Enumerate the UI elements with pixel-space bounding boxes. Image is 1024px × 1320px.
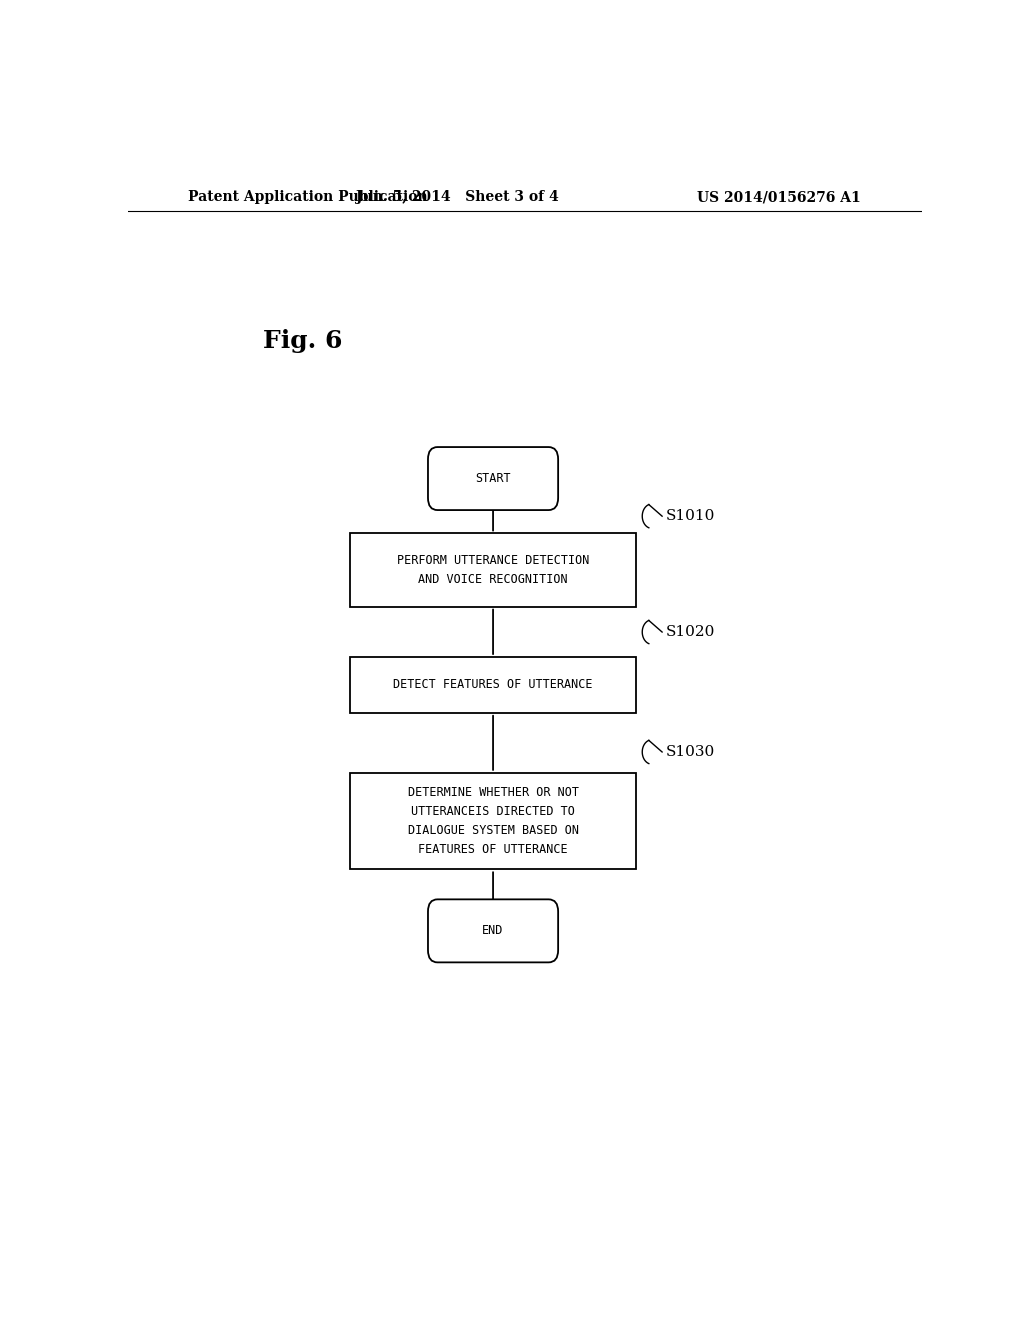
Text: Patent Application Publication: Patent Application Publication [187,190,427,205]
Text: START: START [475,473,511,484]
Text: Fig. 6: Fig. 6 [263,330,342,354]
Bar [350,533,636,607]
Text: PERFORM UTTERANCE DETECTION
AND VOICE RECOGNITION: PERFORM UTTERANCE DETECTION AND VOICE RE… [397,554,589,586]
Text: DETECT FEATURES OF UTTERANCE: DETECT FEATURES OF UTTERANCE [393,678,593,692]
Text: S1030: S1030 [666,744,716,759]
FancyBboxPatch shape [428,447,558,510]
Text: US 2014/0156276 A1: US 2014/0156276 A1 [697,190,860,205]
Text: END: END [482,924,504,937]
Bar [350,772,636,870]
Text: S1010: S1010 [666,510,716,523]
Text: S1020: S1020 [666,626,716,639]
Bar [350,657,636,713]
FancyBboxPatch shape [428,899,558,962]
Text: DETERMINE WHETHER OR NOT
UTTERANCEIS DIRECTED TO
DIALOGUE SYSTEM BASED ON
FEATUR: DETERMINE WHETHER OR NOT UTTERANCEIS DIR… [408,787,579,857]
Text: Jun. 5, 2014   Sheet 3 of 4: Jun. 5, 2014 Sheet 3 of 4 [356,190,559,205]
